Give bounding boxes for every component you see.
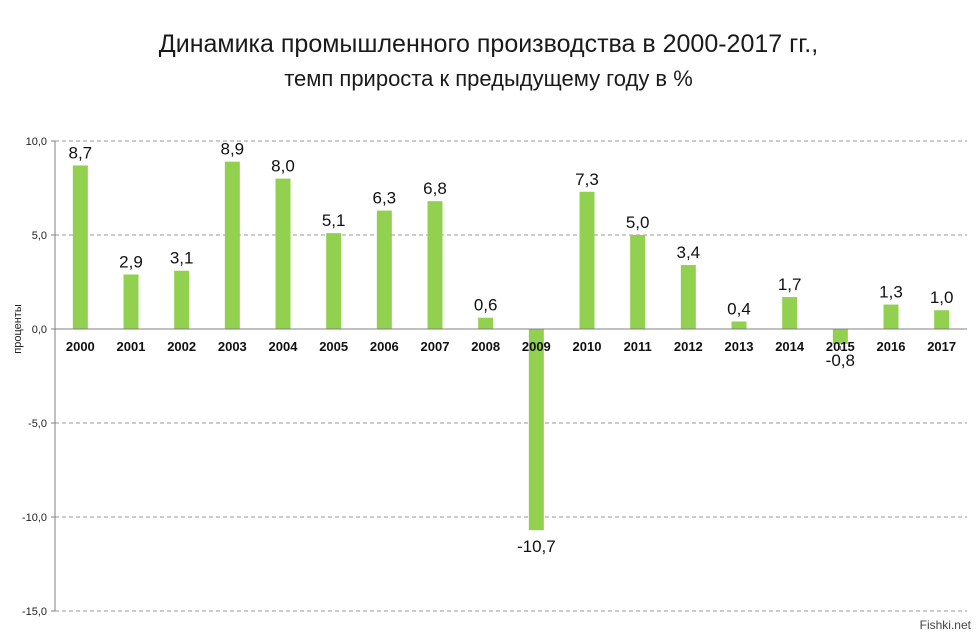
x-tick-label-2012: 2012 bbox=[674, 339, 703, 354]
bar-2007 bbox=[427, 201, 443, 329]
x-tick-label-2014: 2014 bbox=[775, 339, 805, 354]
bar-2010 bbox=[579, 191, 595, 329]
data-label-2011: 5,0 bbox=[626, 213, 650, 232]
bar-2017 bbox=[934, 310, 950, 329]
x-tick-label-2004: 2004 bbox=[269, 339, 299, 354]
bar-2015 bbox=[832, 329, 848, 345]
data-label-2012: 3,4 bbox=[677, 243, 701, 262]
y-tick-label: -10,0 bbox=[22, 512, 47, 524]
x-tick-label-2002: 2002 bbox=[167, 339, 196, 354]
data-label-2016: 1,3 bbox=[879, 283, 903, 302]
data-label-2005: 5,1 bbox=[322, 211, 346, 230]
data-label-2007: 6,8 bbox=[423, 179, 447, 198]
x-tick-label-2006: 2006 bbox=[370, 339, 399, 354]
y-tick-label: 5,0 bbox=[32, 230, 47, 242]
y-axis-label: проценты bbox=[12, 304, 24, 354]
bar-2012 bbox=[680, 265, 696, 329]
x-tick-label-2015: 2015 bbox=[826, 339, 855, 354]
bar-2011 bbox=[630, 235, 646, 329]
bar-2001 bbox=[123, 274, 139, 329]
x-tick-label-2000: 2000 bbox=[66, 339, 95, 354]
data-label-2002: 3,1 bbox=[170, 249, 194, 268]
data-label-2009: -10,7 bbox=[517, 537, 556, 556]
data-label-2001: 2,9 bbox=[119, 252, 143, 271]
data-label-2013: 0,4 bbox=[727, 299, 751, 318]
data-label-2006: 6,3 bbox=[373, 189, 397, 208]
bar-2004 bbox=[275, 178, 291, 329]
y-tick-label: -15,0 bbox=[22, 606, 47, 618]
data-label-2000: 8,7 bbox=[69, 143, 93, 162]
x-tick-label-2010: 2010 bbox=[573, 339, 602, 354]
bar-2003 bbox=[224, 161, 240, 329]
data-label-2008: 0,6 bbox=[474, 296, 498, 315]
x-tick-label-2013: 2013 bbox=[725, 339, 754, 354]
chart-subtitle: темп прироста к предыдущему году в % bbox=[284, 66, 693, 91]
y-tick-label: 10,0 bbox=[26, 136, 47, 148]
bar-2005 bbox=[326, 233, 342, 329]
chart-title: Динамика промышленного производства в 20… bbox=[158, 30, 819, 58]
x-tick-label-2017: 2017 bbox=[927, 339, 956, 354]
x-tick-label-2008: 2008 bbox=[471, 339, 500, 354]
bar-2000 bbox=[72, 165, 88, 329]
data-label-2017: 1,0 bbox=[930, 288, 954, 307]
x-tick-label-2005: 2005 bbox=[319, 339, 348, 354]
x-tick-label-2007: 2007 bbox=[421, 339, 450, 354]
bar-2016 bbox=[883, 304, 899, 329]
bar-2002 bbox=[174, 270, 190, 329]
y-tick-label: 0,0 bbox=[32, 324, 47, 336]
data-label-2014: 1,7 bbox=[778, 275, 802, 294]
y-tick-label: -5,0 bbox=[28, 418, 47, 430]
bar-2006 bbox=[376, 210, 392, 329]
bar-2013 bbox=[731, 321, 747, 329]
data-label-2010: 7,3 bbox=[575, 170, 599, 189]
bar-2009 bbox=[528, 329, 544, 531]
x-tick-label-2003: 2003 bbox=[218, 339, 247, 354]
x-tick-label-2001: 2001 bbox=[117, 339, 146, 354]
x-tick-label-2011: 2011 bbox=[624, 339, 652, 354]
data-label-2003: 8,9 bbox=[221, 140, 245, 159]
data-label-2015: -0,8 bbox=[826, 351, 855, 370]
x-tick-label-2016: 2016 bbox=[877, 339, 906, 354]
x-tick-label-2009: 2009 bbox=[522, 339, 551, 354]
bar-2008 bbox=[478, 317, 494, 329]
bar-2014 bbox=[782, 297, 798, 329]
data-label-2004: 8,0 bbox=[271, 157, 295, 176]
watermark: Fishki.net bbox=[919, 618, 971, 632]
